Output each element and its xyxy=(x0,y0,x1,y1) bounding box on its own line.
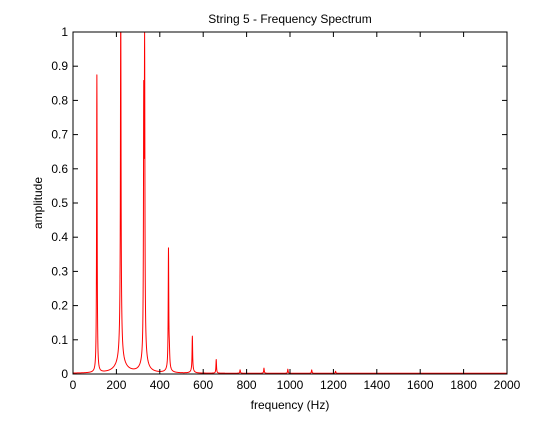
x-axis-label: frequency (Hz) xyxy=(251,398,330,412)
x-tick-label: 1400 xyxy=(363,378,390,392)
x-tick-label: 600 xyxy=(193,378,213,392)
x-tick-label: 2000 xyxy=(494,378,521,392)
y-tick-label: 0.9 xyxy=(51,59,68,73)
y-tick-label: 0.1 xyxy=(51,333,68,347)
tick-layer: 0 200 400 600 800 1000 1200 1400 1600 1800 2000 0 0.… xyxy=(51,25,520,392)
y-tick-label: 0.7 xyxy=(51,128,68,142)
x-tick-label: 800 xyxy=(237,378,257,392)
y-axis-label: amplitude xyxy=(31,177,45,229)
y-tick-label: 0.8 xyxy=(51,93,68,107)
y-tick-label: 0.5 xyxy=(51,196,68,210)
x-tick-label: 200 xyxy=(106,378,126,392)
y-tick-label: 0.4 xyxy=(51,230,68,244)
x-tick-label: 400 xyxy=(150,378,170,392)
x-tick-label: 1000 xyxy=(277,378,304,392)
chart-title: String 5 - Frequency Spectrum xyxy=(208,12,371,26)
x-tick-label: 0 xyxy=(70,378,77,392)
y-tick-label: 1 xyxy=(61,25,68,39)
y-tick-label: 0.2 xyxy=(51,299,68,313)
x-tick-label: 1800 xyxy=(450,378,477,392)
axes-background xyxy=(73,32,507,374)
y-tick-label: 0.3 xyxy=(51,264,68,278)
y-tick-label: 0 xyxy=(61,367,68,381)
x-tick-label: 1600 xyxy=(407,378,434,392)
x-tick-label: 1200 xyxy=(320,378,347,392)
axes-frame xyxy=(72,31,508,375)
y-tick-label: 0.6 xyxy=(51,162,68,176)
